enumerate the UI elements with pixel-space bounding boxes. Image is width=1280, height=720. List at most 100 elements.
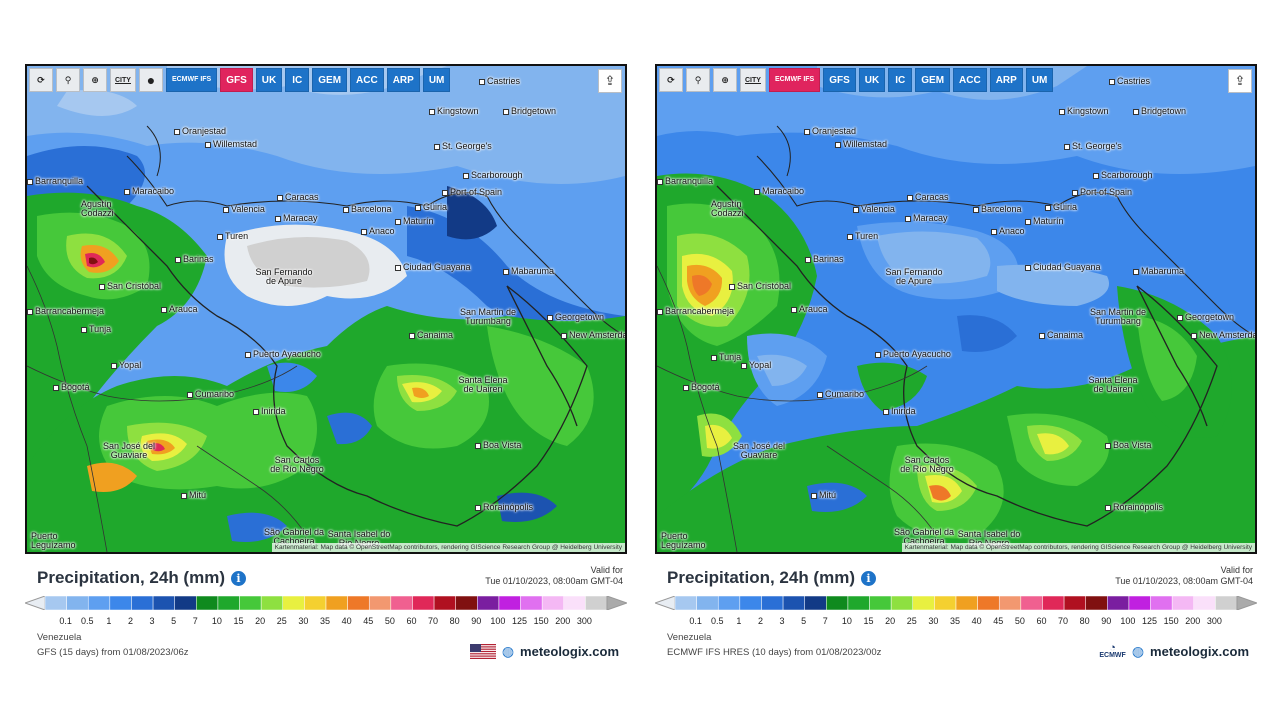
zoom-button[interactable]: ⊕ [713, 68, 737, 92]
city-label: San José del Guaviare [102, 441, 156, 460]
city-label: Cumaribo [817, 389, 864, 399]
scale-tick-label: 90 [1101, 616, 1112, 626]
scale-tick-label: 5 [171, 616, 177, 626]
scale-arrow-left [25, 596, 46, 610]
city-label: Boa Vista [1105, 440, 1151, 450]
city-label: São Gabriel da Cachoeira [893, 527, 955, 546]
gfs-precipitation-map[interactable]: ⟳ ⚲ ⊕ CITY ● ECMWF IFS GFS UK IC GEM ACC… [25, 64, 627, 554]
model-ic-button[interactable]: IC [285, 68, 310, 92]
scale-swatch [368, 596, 392, 610]
city-label: Turen [847, 231, 878, 241]
scale-swatch [66, 596, 89, 610]
model-arp-button[interactable]: ARP [386, 68, 420, 92]
city-label: Barinas [805, 254, 844, 264]
scale-swatch [131, 596, 154, 610]
model-um-button[interactable]: UM [422, 68, 451, 92]
model-source: ECMWF IFS HRES (10 days) from 01/08/2023… [667, 647, 882, 658]
city-toggle-button[interactable]: CITY [740, 68, 766, 92]
city-label: San José del Guaviare [732, 441, 786, 460]
city-label: San Martin de Turumbang [459, 307, 517, 326]
scale-tick-label: 150 [1163, 616, 1179, 626]
city-label: Bridgetown [1133, 106, 1186, 116]
model-source: GFS (15 days) from 01/08/2023/06z [37, 647, 189, 658]
city-label: Puerto Leguízamo [661, 531, 706, 550]
region-label: Venezuela [37, 632, 82, 643]
city-label: Bogotá [683, 382, 720, 392]
city-label: Güiria [415, 202, 447, 212]
scale-swatch [585, 596, 608, 610]
scale-swatch [541, 596, 565, 610]
info-icon[interactable]: i [860, 570, 876, 586]
region-label: Venezuela [667, 632, 712, 643]
model-ecmwf-ifs-button[interactable]: ECMWF IFS [768, 68, 821, 92]
scale-tick-label: 1 [106, 616, 112, 626]
info-icon[interactable]: i [230, 570, 246, 586]
model-ic-button[interactable]: IC [888, 68, 913, 92]
scale-tick-label: 50 [1014, 616, 1025, 626]
city-label: St. George's [1064, 141, 1122, 151]
city-label: Barcelona [973, 204, 1022, 214]
model-acc-button[interactable]: ACC [953, 68, 987, 92]
valid-time: Valid for Tue 01/10/2023, 08:00am GMT-04 [1115, 565, 1253, 587]
dot-button[interactable]: ● [138, 68, 163, 92]
location-button[interactable]: ⚲ [686, 68, 710, 92]
map-attribution: Kartenmaterial: Map data © OpenStreetMap… [271, 543, 625, 552]
scale-tick-label: 50 [384, 616, 395, 626]
brand[interactable]: ◍ meteologix.com [469, 643, 619, 660]
scale-tick-label: 0.5 [710, 616, 724, 626]
model-arp-button[interactable]: ARP [989, 68, 1023, 92]
scale-tick-label: 125 [1142, 616, 1158, 626]
scale-tick-label: 150 [533, 616, 549, 626]
ecmwf-precipitation-map[interactable]: ⟳ ⚲ ⊕ CITY ECMWF IFS GFS UK IC GEM ACC A… [655, 64, 1257, 554]
globe-icon: ◍ [501, 643, 515, 659]
map-toolbar: ⟳ ⚲ ⊕ CITY ECMWF IFS GFS UK IC GEM ACC A… [659, 68, 1054, 92]
zoom-button[interactable]: ⊕ [83, 68, 107, 92]
refresh-button[interactable]: ⟳ [29, 68, 53, 92]
city-label: Maturín [1025, 216, 1064, 226]
scale-swatch [1042, 596, 1065, 610]
scale-tick-label: 10 [211, 616, 222, 626]
model-ecmwf-ifs-button[interactable]: ECMWF IFS [165, 68, 218, 92]
location-button[interactable]: ⚲ [56, 68, 80, 92]
scale-swatch [761, 596, 784, 610]
scale-tick-label: 60 [406, 616, 417, 626]
city-label: Anaco [361, 226, 395, 236]
model-acc-button[interactable]: ACC [350, 68, 384, 92]
model-uk-button[interactable]: UK [255, 68, 283, 92]
brand[interactable]: ◔ ECMWF ◍ meteologix.com [1099, 642, 1249, 660]
city-label: Rorainópolis [1105, 502, 1163, 512]
city-label: Kingstown [429, 106, 479, 116]
refresh-button[interactable]: ⟳ [659, 68, 683, 92]
ecmwf-precip-field [657, 66, 1255, 552]
city-label: San Carlos de Río Negro [900, 455, 954, 474]
scale-tick-label: 2 [757, 616, 763, 626]
scale-tick-label: 3 [149, 616, 155, 626]
city-label: Willemstad [835, 139, 887, 149]
model-um-button[interactable]: UM [1025, 68, 1054, 92]
scale-tick-label: 100 [1120, 616, 1136, 626]
scale-arrow-left [655, 596, 676, 610]
model-uk-button[interactable]: UK [858, 68, 886, 92]
model-gfs-button[interactable]: GFS [823, 68, 856, 92]
model-gem-button[interactable]: GEM [312, 68, 348, 92]
city-label: Mitú [181, 490, 206, 500]
scale-tick-label: 60 [1036, 616, 1047, 626]
scale-swatch [696, 596, 719, 610]
share-button[interactable]: ⇪ [598, 69, 622, 93]
scale-swatch [260, 596, 284, 610]
globe-icon: ◍ [1131, 643, 1145, 659]
scale-tick-label: 45 [993, 616, 1004, 626]
model-gem-button[interactable]: GEM [915, 68, 951, 92]
scale-tick-label: 3 [779, 616, 785, 626]
color-scale [655, 596, 1257, 610]
valid-label: Valid for [590, 565, 623, 575]
scale-swatch [977, 596, 1000, 610]
city-label: Castries [1109, 76, 1150, 86]
city-toggle-button[interactable]: CITY [110, 68, 136, 92]
model-gfs-button[interactable]: GFS [220, 68, 253, 92]
scale-swatch [804, 596, 827, 610]
scale-tick-label: 2 [127, 616, 133, 626]
scale-arrow-right [606, 596, 627, 610]
share-button[interactable]: ⇪ [1228, 69, 1252, 93]
scale-swatch [782, 596, 805, 610]
